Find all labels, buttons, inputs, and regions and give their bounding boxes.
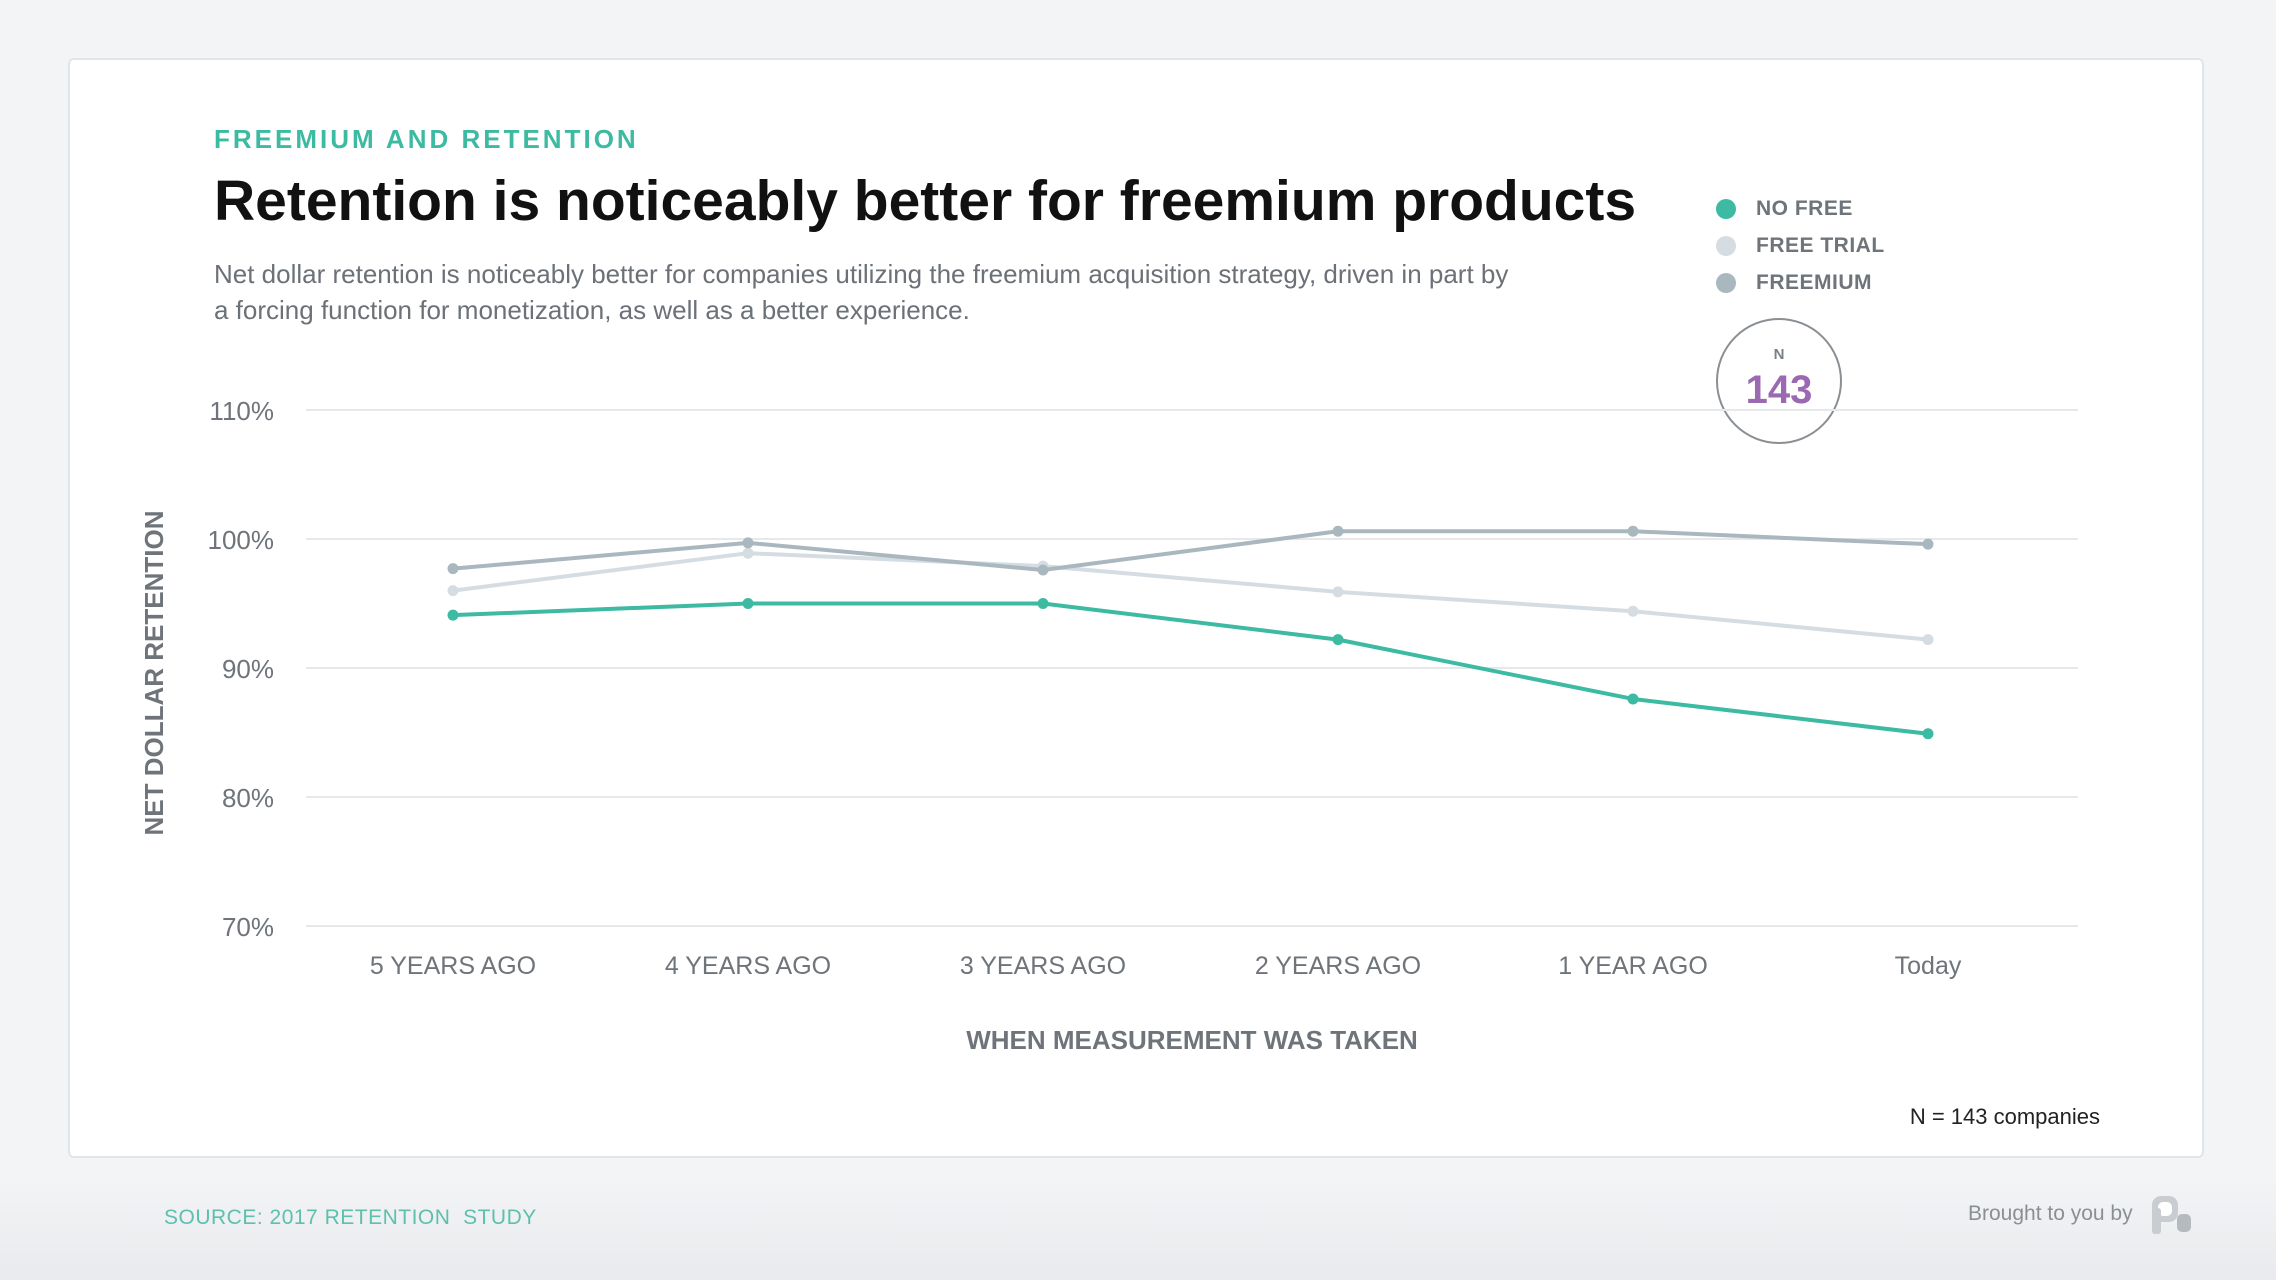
legend-item-free-trial: FREE TRIAL bbox=[1716, 227, 1885, 264]
y-tick-label: 90% bbox=[222, 654, 274, 684]
data-point-no-free bbox=[1037, 598, 1049, 609]
data-point-no-free bbox=[447, 609, 459, 621]
y-tick-label: 70% bbox=[222, 912, 274, 942]
legend-label: NO FREE bbox=[1756, 196, 1853, 220]
data-point-free-trial bbox=[1627, 605, 1639, 617]
x-tick-label: 1 YEAR AGO bbox=[1558, 952, 1708, 980]
page-title: Retention is noticeably better for freem… bbox=[214, 169, 1637, 233]
data-point-no-free bbox=[1627, 693, 1639, 705]
sample-size-badge: N 143 bbox=[1716, 318, 1842, 444]
data-point-freemium bbox=[447, 563, 459, 575]
x-tick-label: 4 YEARS AGO bbox=[665, 952, 831, 980]
data-point-no-free bbox=[742, 598, 754, 609]
sample-size-footnote: N = 143 companies bbox=[1909, 1104, 2100, 1129]
legend-label: FREE TRIAL bbox=[1756, 233, 1885, 257]
chart-card bbox=[68, 58, 2204, 1158]
data-point-freemium bbox=[1332, 525, 1344, 537]
y-axis-label: NET DOLLAR RETENTION bbox=[139, 511, 169, 836]
x-tick-label: 2 YEARS AGO bbox=[1255, 952, 1421, 980]
series-line-free-trial bbox=[452, 551, 1929, 642]
data-point-free-trial bbox=[1332, 586, 1344, 598]
chart-legend: NO FREE FREE TRIAL FREEMIUM bbox=[1716, 190, 1885, 301]
data-point-free-trial bbox=[1922, 634, 1934, 646]
data-point-no-free bbox=[1922, 728, 1934, 740]
x-axis-label: WHEN MEASUREMENT WAS TAKEN bbox=[966, 1025, 1418, 1055]
source-note: SOURCE: 2017 RETENTION STUDY bbox=[164, 1206, 537, 1229]
y-tick-label: 100% bbox=[208, 525, 275, 555]
eyebrow-label: FREEMIUM AND RETENTION bbox=[214, 124, 639, 154]
data-point-freemium bbox=[1922, 538, 1934, 550]
legend-label: FREEMIUM bbox=[1756, 270, 1872, 294]
chart-subtitle: Net dollar retention is noticeably bette… bbox=[214, 259, 1509, 325]
data-point-freemium bbox=[1627, 525, 1639, 537]
profitwell-p-icon bbox=[2152, 1196, 2191, 1234]
data-point-no-free bbox=[1332, 634, 1344, 646]
x-tick-label: 5 YEARS AGO bbox=[370, 952, 536, 980]
y-tick-label: 110% bbox=[209, 396, 274, 426]
x-tick-label: Today bbox=[1895, 952, 1962, 980]
sample-size-value: 143 bbox=[1745, 368, 1813, 412]
legend-item-no-free: NO FREE bbox=[1716, 190, 1885, 227]
series-line-freemium bbox=[452, 529, 1929, 572]
sample-size-label: N bbox=[1773, 346, 1785, 363]
data-point-freemium bbox=[1037, 564, 1049, 576]
x-tick-label: 3 YEARS AGO bbox=[960, 952, 1126, 980]
legend-dot-icon bbox=[1716, 235, 1736, 256]
data-point-freemium bbox=[742, 537, 754, 549]
legend-dot-icon bbox=[1716, 272, 1736, 293]
data-point-free-trial bbox=[742, 547, 754, 559]
y-tick-label: 80% bbox=[222, 783, 274, 813]
series-line-no-free bbox=[452, 601, 1929, 736]
legend-dot-icon bbox=[1716, 198, 1736, 219]
legend-item-freemium: FREEMIUM bbox=[1716, 264, 1885, 301]
brought-to-you-by: Brought to you by bbox=[1968, 1202, 2133, 1225]
data-point-free-trial bbox=[447, 585, 459, 597]
